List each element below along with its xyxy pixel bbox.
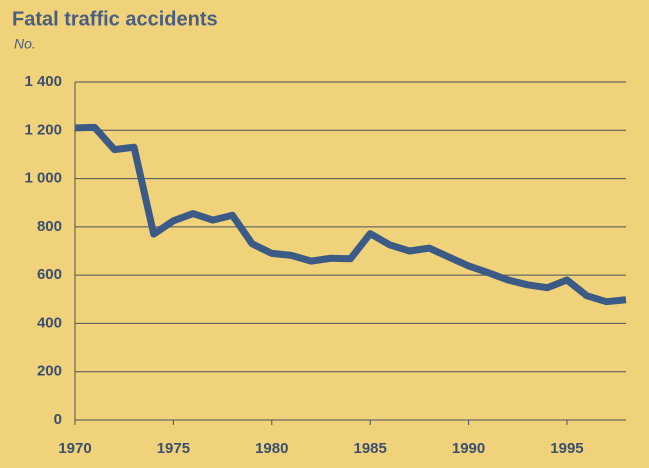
x-tick-label: 1980 (255, 440, 288, 457)
y-tick-label: 0 (54, 411, 62, 428)
x-tick-label: 1985 (353, 440, 386, 457)
y-tick-label: 400 (37, 314, 62, 331)
y-tick-label: 200 (37, 363, 62, 380)
y-tick-label: 1 000 (24, 170, 62, 187)
chart-title: Fatal traffic accidents (12, 8, 218, 30)
x-tick-label: 1970 (58, 440, 91, 457)
chart-subtitle: No. (14, 36, 36, 52)
y-tick-label: 600 (37, 266, 62, 283)
y-tick-label: 1 400 (24, 73, 62, 90)
y-tick-label: 1 200 (24, 121, 62, 138)
y-tick-label: 800 (37, 218, 62, 235)
x-tick-label: 1990 (452, 440, 485, 457)
data-line (74, 123, 627, 306)
x-tick-label: 1995 (550, 440, 583, 457)
x-tick-label: 1975 (157, 440, 190, 457)
